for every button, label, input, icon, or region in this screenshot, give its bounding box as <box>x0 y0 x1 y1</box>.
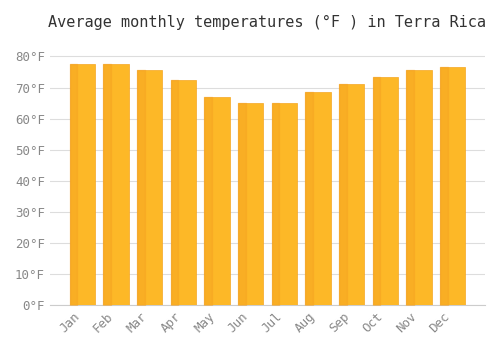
Bar <box>440 67 465 305</box>
Bar <box>406 70 432 305</box>
Bar <box>104 64 128 305</box>
Bar <box>170 80 196 305</box>
Bar <box>70 64 95 305</box>
Bar <box>306 92 330 305</box>
Title: Average monthly temperatures (°F ) in Terra Rica: Average monthly temperatures (°F ) in Te… <box>48 15 486 30</box>
Bar <box>339 84 364 305</box>
Bar <box>238 103 263 305</box>
Bar <box>272 103 297 305</box>
Bar <box>372 77 398 305</box>
Bar <box>204 97 230 305</box>
Bar <box>137 70 162 305</box>
